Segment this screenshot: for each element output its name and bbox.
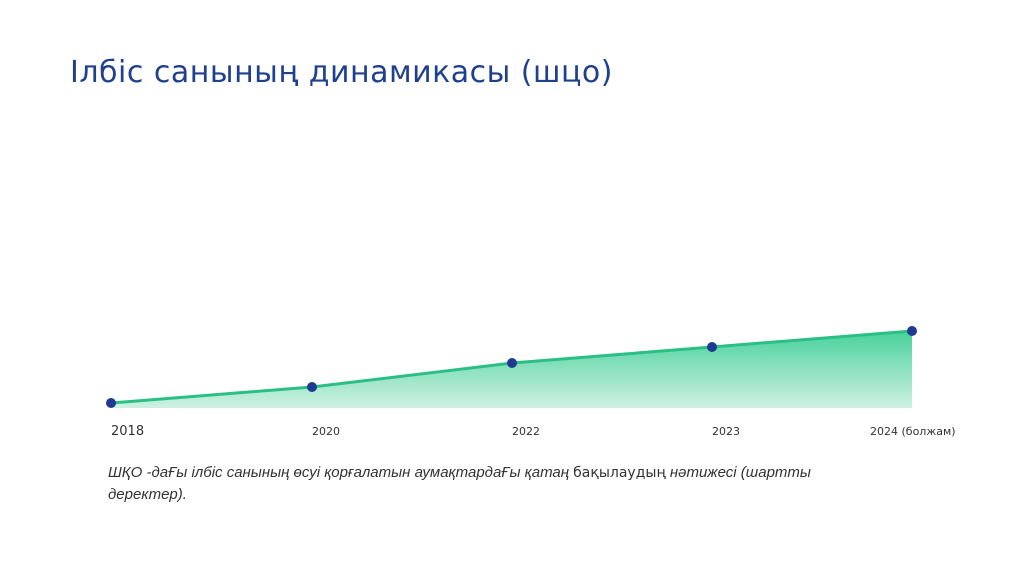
x-tick-label: 2018 xyxy=(111,424,144,439)
data-point-2020 xyxy=(307,382,317,392)
chart-caption: ШҚО -даҒы ілбіс санының өсуі қорғалатын … xyxy=(108,462,868,505)
x-tick-label: 2020 xyxy=(312,425,340,438)
x-tick-label: 2024 (болжам) xyxy=(870,425,956,438)
caption-text-2: бақылаудың xyxy=(573,465,666,481)
area-fill xyxy=(111,331,912,408)
page-title: Ілбіс санының динамикасы (шцо) xyxy=(70,55,613,90)
data-point-2022 xyxy=(507,358,517,368)
caption-text-3: нәтижесі (шартты деректер). xyxy=(108,464,811,503)
caption-text-1: ШҚО -даҒы ілбіс санының өсуі қорғалатын … xyxy=(108,464,574,481)
data-point-2018 xyxy=(106,398,116,408)
x-tick-label: 2023 xyxy=(712,425,740,438)
data-point-2023 xyxy=(707,342,717,352)
x-tick-label: 2022 xyxy=(512,425,540,438)
data-point-2024 xyxy=(907,326,917,336)
